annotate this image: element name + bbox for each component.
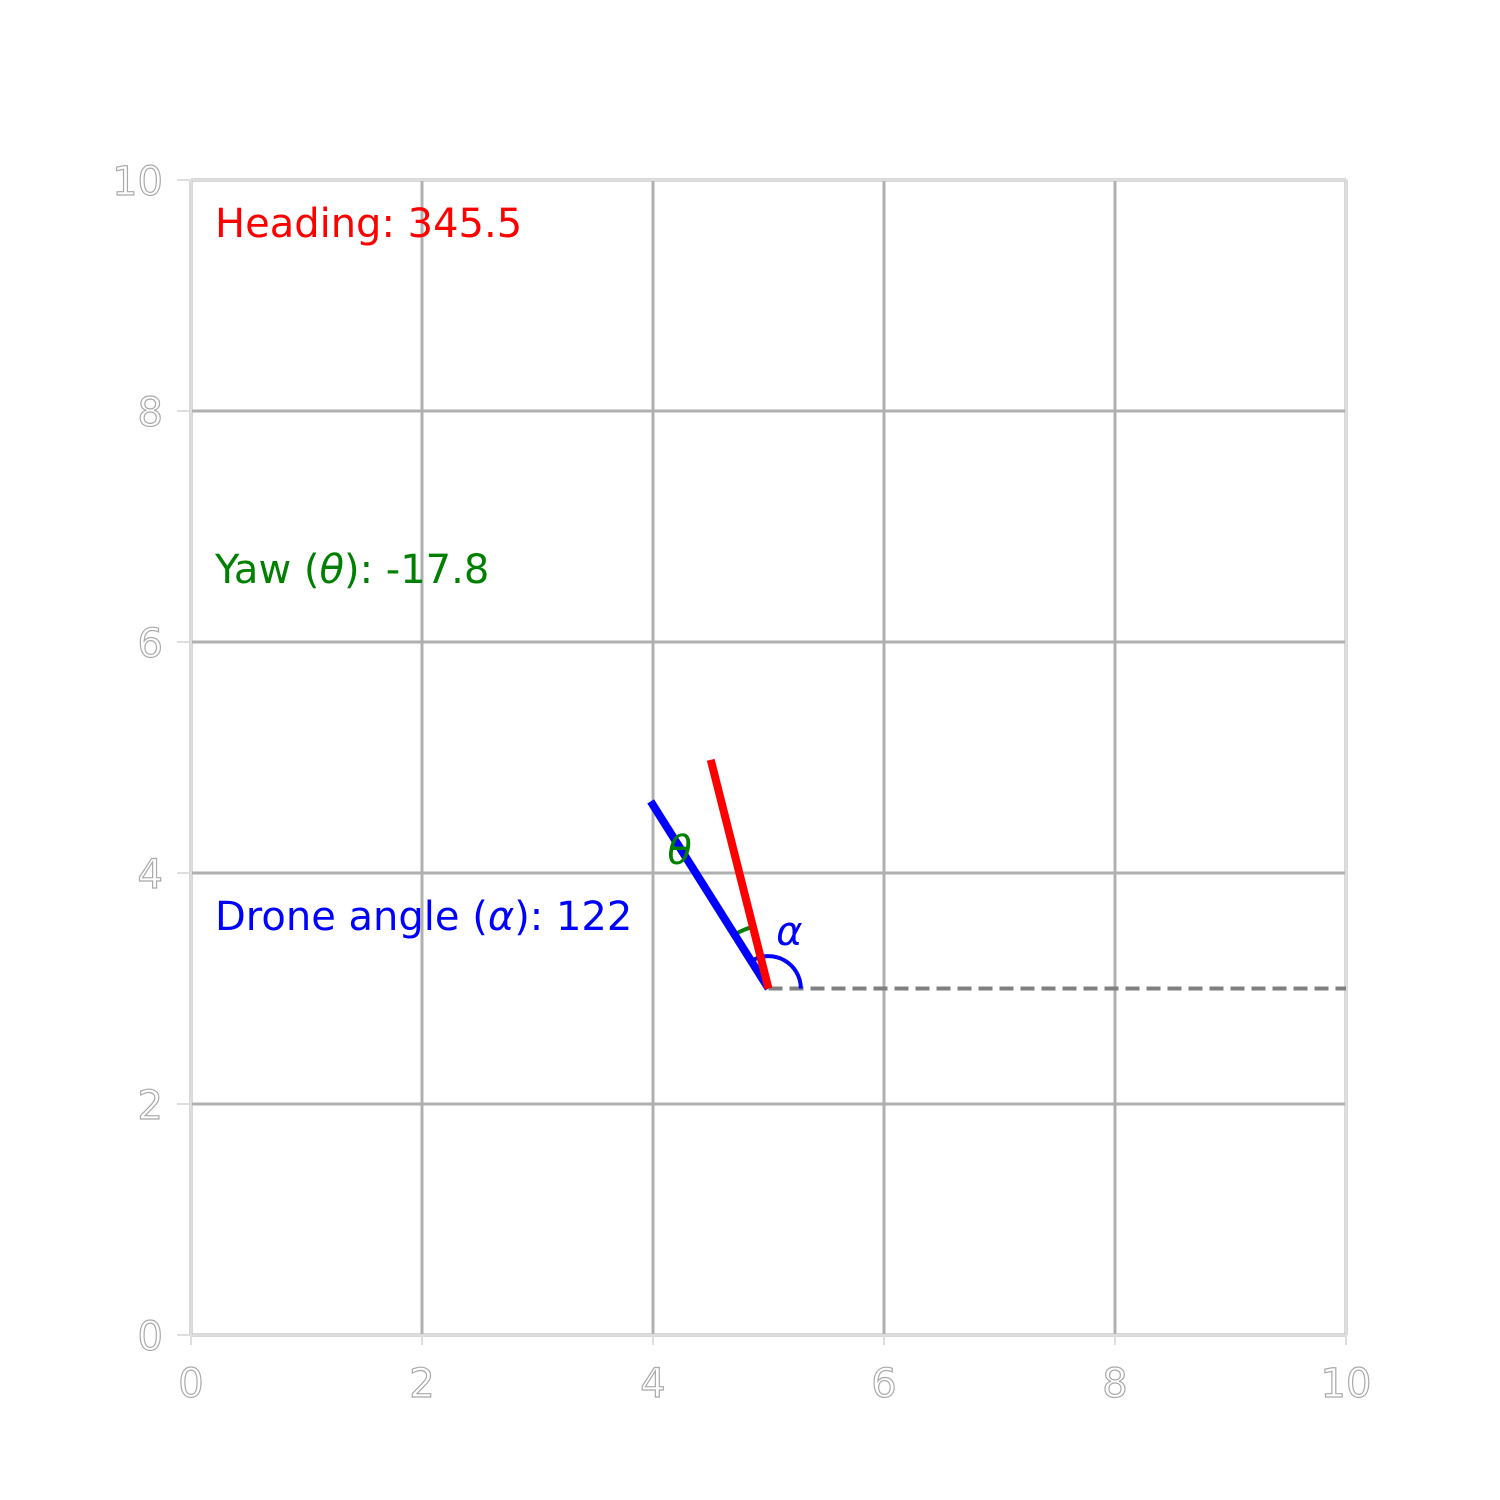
drone-angle-value: 122 (556, 894, 632, 940)
y-tick-label: 2 (138, 1083, 163, 1129)
yaw-suffix: ): (344, 547, 386, 593)
y-tick-label: 4 (138, 852, 163, 898)
x-tick-label: 6 (871, 1361, 896, 1407)
y-tick-label: 6 (138, 621, 163, 667)
drone-angle-suffix: ): (514, 894, 556, 940)
heading-value: 345.5 (408, 201, 523, 247)
yaw-symbol: θ (319, 547, 343, 593)
yaw-annotation: Yaw (θ): -17.8 (214, 547, 489, 593)
drone-direction-line (647, 799, 772, 991)
theta-symbol-label: θ (667, 828, 691, 874)
drone-angle-prefix: Drone angle ( (215, 894, 488, 940)
x-tick-label: 10 (1321, 1361, 1372, 1407)
axes-frame (190, 179, 1347, 1336)
alpha-symbol-label: α (776, 909, 802, 955)
x-tick-label: 2 (409, 1361, 434, 1407)
x-tick-label: 0 (178, 1361, 203, 1407)
y-tick-label: 0 (138, 1314, 163, 1360)
heading-annotation: Heading: 345.5 (215, 201, 522, 247)
heading-label: Heading: (215, 201, 408, 247)
y-tick-label: 10 (112, 159, 163, 205)
angle-lines (647, 758, 1346, 991)
axis-ticks: 0 2 4 6 8 10 0 2 4 6 8 10 (111, 158, 1372, 1407)
yaw-value: -17.8 (386, 547, 490, 593)
x-tick-label: 4 (640, 1361, 665, 1407)
grid-lines (189, 178, 1348, 1337)
heading-direction-line (706, 758, 773, 990)
yaw-prefix: Yaw ( (214, 547, 319, 593)
drone-angle-annotation: Drone angle (α): 122 (215, 894, 632, 940)
x-tick-label: 8 (1102, 1361, 1127, 1407)
drone-angle-symbol: α (488, 894, 514, 940)
y-tick-label: 8 (138, 390, 163, 436)
